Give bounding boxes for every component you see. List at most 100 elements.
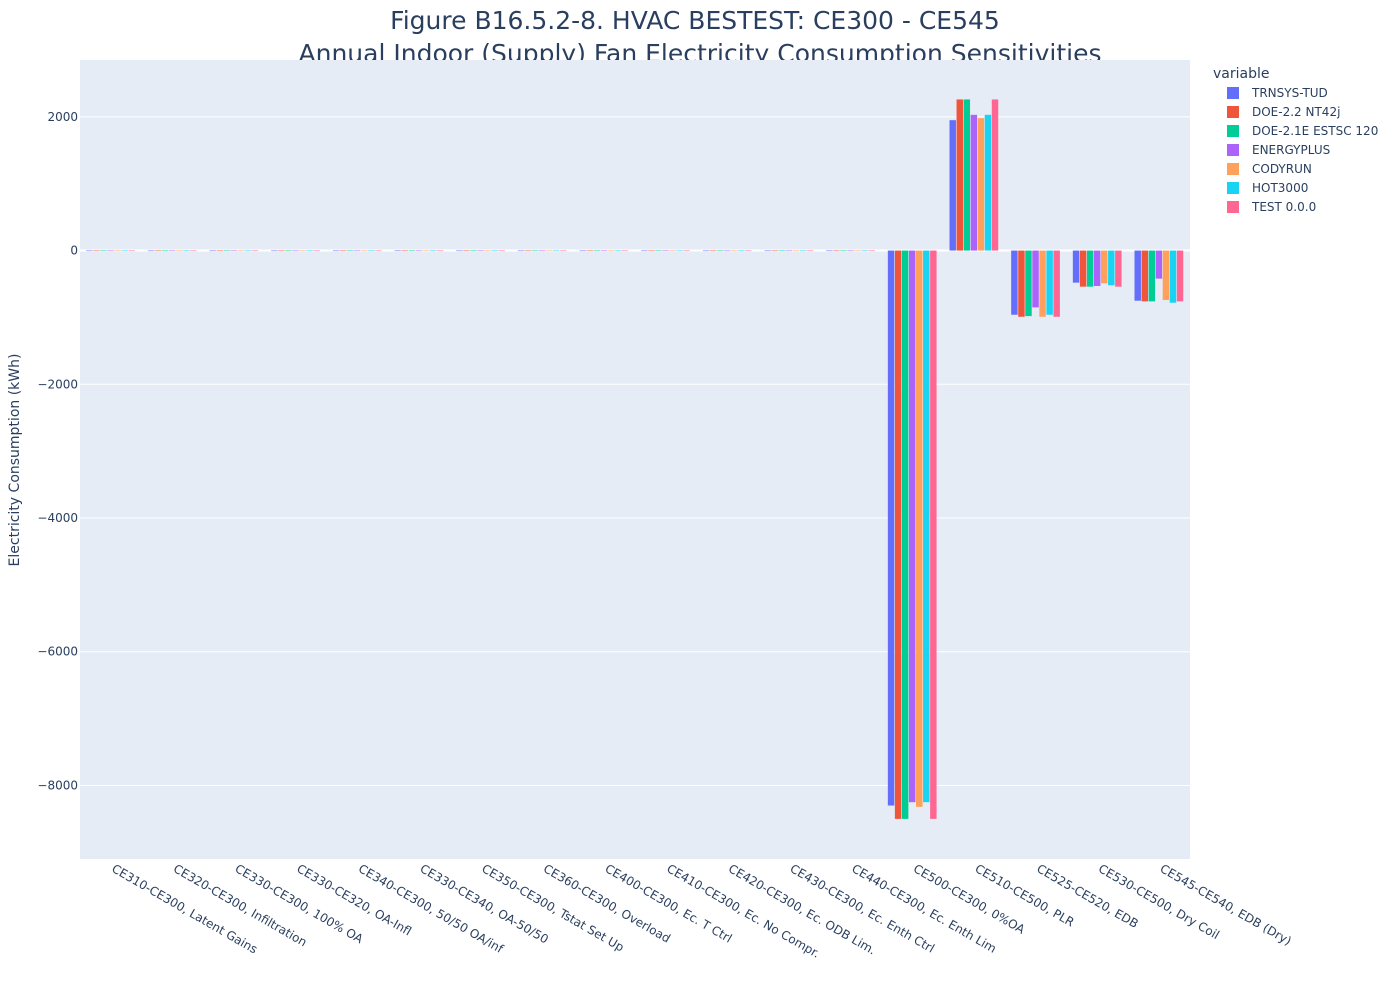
bar[interactable] <box>244 250 252 252</box>
legend-item[interactable]: TEST 0.0.0 <box>1227 200 1316 214</box>
bar[interactable] <box>154 250 162 252</box>
bar[interactable] <box>121 250 128 252</box>
bar[interactable] <box>1018 250 1025 317</box>
bar[interactable] <box>901 250 909 819</box>
bar[interactable] <box>436 250 444 252</box>
bar[interactable] <box>586 250 593 252</box>
legend-item[interactable]: DOE-2.1E ESTSC 120 <box>1227 124 1378 138</box>
bar[interactable] <box>887 250 895 806</box>
bar[interactable] <box>292 250 299 252</box>
bar[interactable] <box>676 250 683 252</box>
bar[interactable] <box>1093 250 1101 286</box>
bar[interactable] <box>702 250 710 252</box>
bar[interactable] <box>731 250 738 252</box>
bar[interactable] <box>107 250 114 252</box>
bar[interactable] <box>908 250 916 803</box>
bar[interactable] <box>1025 250 1032 317</box>
bar[interactable] <box>368 250 375 252</box>
bar[interactable] <box>1169 250 1177 303</box>
bar[interactable] <box>641 250 648 252</box>
bar[interactable] <box>517 250 525 252</box>
bar[interactable] <box>923 250 930 803</box>
bar[interactable] <box>785 250 793 252</box>
bar[interactable] <box>916 250 923 807</box>
bar[interactable] <box>484 250 491 252</box>
bar[interactable] <box>806 250 814 252</box>
bar[interactable] <box>209 250 216 252</box>
bar[interactable] <box>709 250 717 252</box>
bar[interactable] <box>332 250 340 252</box>
bar[interactable] <box>963 99 971 251</box>
bar[interactable] <box>470 250 477 252</box>
bar[interactable] <box>593 250 601 252</box>
bar[interactable] <box>422 250 430 252</box>
bar[interactable] <box>1079 250 1087 287</box>
bar[interactable] <box>456 250 463 252</box>
bar[interactable] <box>313 250 320 252</box>
bar[interactable] <box>223 250 231 252</box>
bar[interactable] <box>579 250 586 252</box>
bar[interactable] <box>100 250 107 252</box>
bar[interactable] <box>1115 250 1122 287</box>
bar[interactable] <box>353 250 361 252</box>
bar[interactable] <box>1176 250 1184 302</box>
bar[interactable] <box>1032 250 1039 308</box>
bar[interactable] <box>723 250 731 252</box>
bar[interactable] <box>546 250 553 252</box>
bar[interactable] <box>415 250 423 252</box>
bar[interactable] <box>299 250 306 252</box>
bar[interactable] <box>683 250 690 252</box>
bar[interactable] <box>285 250 292 252</box>
bar[interactable] <box>799 250 807 252</box>
bar[interactable] <box>1101 250 1108 284</box>
bar[interactable] <box>1046 250 1053 315</box>
bar[interactable] <box>251 250 259 252</box>
bar[interactable] <box>477 250 484 252</box>
bar[interactable] <box>408 250 416 252</box>
legend-item[interactable]: DOE-2.2 NT42j <box>1227 105 1340 119</box>
bar[interactable] <box>161 250 169 252</box>
bar[interactable] <box>1072 250 1080 283</box>
bar[interactable] <box>553 250 560 252</box>
bar[interactable] <box>792 250 800 252</box>
bar[interactable] <box>600 250 608 252</box>
bar[interactable] <box>375 250 382 252</box>
bar[interactable] <box>183 250 190 252</box>
bar[interactable] <box>840 250 847 252</box>
bar[interactable] <box>977 118 985 251</box>
bar[interactable] <box>716 250 724 252</box>
bar[interactable] <box>216 250 223 252</box>
bar[interactable] <box>930 250 937 819</box>
bar[interactable] <box>833 250 840 252</box>
bar[interactable] <box>778 250 786 252</box>
bar[interactable] <box>669 250 676 252</box>
bar[interactable] <box>764 250 771 252</box>
bar[interactable] <box>826 250 833 252</box>
bar[interactable] <box>538 250 546 252</box>
bar[interactable] <box>894 250 902 819</box>
bar[interactable] <box>1148 250 1156 302</box>
bar[interactable] <box>970 114 978 251</box>
bar[interactable] <box>621 250 629 252</box>
bar[interactable] <box>429 250 437 252</box>
bar[interactable] <box>662 250 669 252</box>
bar[interactable] <box>86 250 93 252</box>
bar[interactable] <box>278 250 285 252</box>
bar[interactable] <box>771 250 778 252</box>
bar[interactable] <box>745 250 752 252</box>
bar[interactable] <box>190 250 197 252</box>
bar[interactable] <box>147 250 155 252</box>
bar[interactable] <box>648 250 655 252</box>
bar[interactable] <box>394 250 401 252</box>
bar[interactable] <box>607 250 615 252</box>
bar[interactable] <box>1011 250 1018 315</box>
bar[interactable] <box>128 250 135 252</box>
bar[interactable] <box>738 250 745 252</box>
legend-item[interactable]: CODYRUN <box>1227 162 1312 176</box>
bar[interactable] <box>560 250 567 252</box>
bar[interactable] <box>991 99 999 251</box>
bar[interactable] <box>114 250 121 252</box>
bar[interactable] <box>1155 250 1163 279</box>
bar[interactable] <box>1141 250 1148 302</box>
legend[interactable]: variable TRNSYS-TUD DOE-2.2 NT42j DOE-2.1E… <box>1213 66 1378 214</box>
